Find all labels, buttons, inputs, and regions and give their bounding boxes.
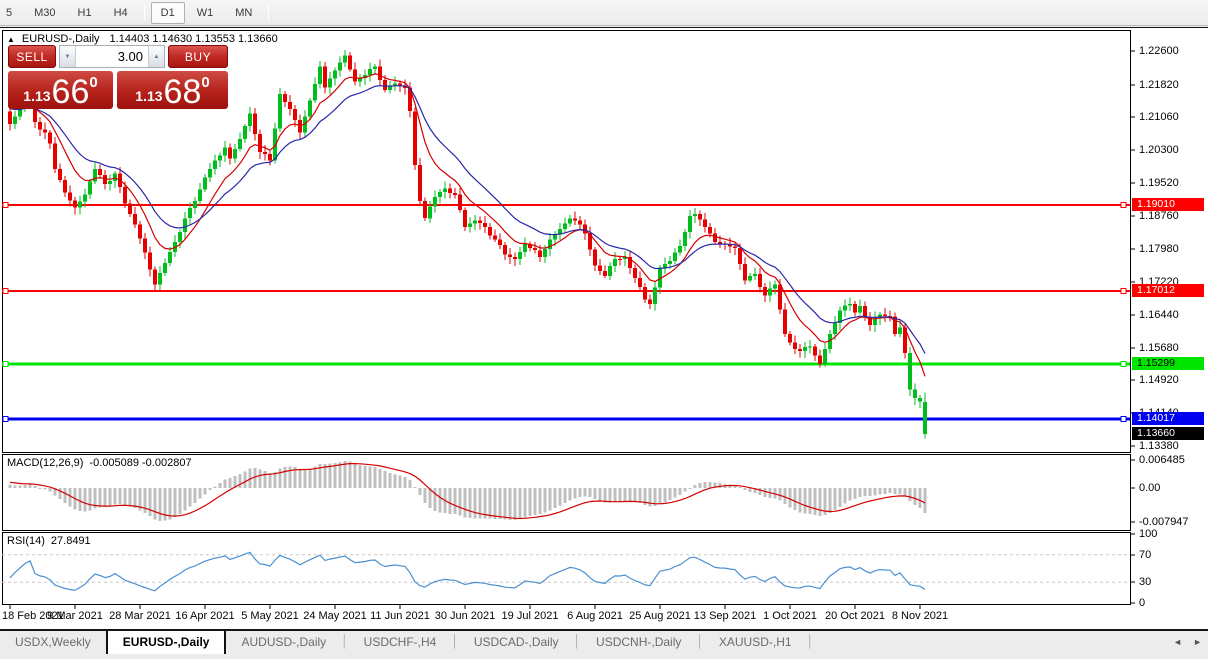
- bid-price-sup: 0: [89, 74, 98, 91]
- timeframe-button-h1[interactable]: H1: [68, 2, 102, 24]
- chevron-down-icon: ▼: [64, 53, 71, 60]
- toolbar-separator: [143, 4, 145, 21]
- chevron-up-icon: ▲: [153, 53, 160, 60]
- tab-eurusd-daily[interactable]: EURUSD-,Daily: [105, 631, 227, 654]
- chart-canvas[interactable]: [0, 28, 1208, 629]
- sell-button[interactable]: SELL: [8, 45, 56, 68]
- chart-title: ▲ EURUSD-,Daily 1.14403 1.14630 1.13553 …: [7, 33, 278, 45]
- tab-separator: │: [696, 634, 704, 648]
- rsi-label: RSI(14): [7, 535, 45, 547]
- ma-slow-line: [9, 84, 926, 354]
- tab-xauusd-h1[interactable]: XAUUSD-,H1: [718, 635, 792, 649]
- buy-price-display[interactable]: 1.13 68 0: [117, 71, 228, 109]
- tab-usdx-weekly[interactable]: USDX,Weekly: [15, 635, 91, 649]
- level-line-handle[interactable]: [1120, 416, 1127, 422]
- tab-separator: │: [573, 634, 582, 648]
- ask-price-big: 68: [163, 73, 202, 111]
- level-line-handle[interactable]: [1120, 361, 1127, 367]
- buy-button[interactable]: BUY: [168, 45, 228, 68]
- tab-usdcad-daily[interactable]: USDCAD-,Daily: [473, 635, 559, 649]
- rsi-indicator-title: RSI(14) 27.8491: [7, 535, 91, 547]
- timeframe-button-5[interactable]: 5: [0, 2, 22, 24]
- collapse-panel-icon[interactable]: ▲: [7, 34, 15, 44]
- level-line-handle[interactable]: [2, 361, 9, 367]
- moving-averages-layer: [9, 73, 926, 377]
- level-line-handle[interactable]: [2, 416, 9, 422]
- timeframe-toolbar: 5 M30 H1 H4 D1 W1 MN: [0, 0, 1208, 26]
- one-click-trading-panel: SELL ▼ 3.00 ▲ BUY 1.13 66 0 1.13 68 0: [8, 45, 228, 109]
- rsi-value: 27.8491: [50, 535, 91, 547]
- macd-indicator-title: MACD(12,26,9) -0.005089 -0.002807: [7, 457, 192, 469]
- symbol-period-label: EURUSD-,Daily: [21, 33, 100, 45]
- rsi-line: [9, 551, 926, 592]
- symbol-tab-bar: USDX,Weekly EURUSD-,Daily AUDUSD-,Daily │ US…: [0, 629, 1208, 659]
- sell-price-display[interactable]: 1.13 66 0: [8, 71, 113, 109]
- tab-usdcnh-daily[interactable]: USDCNH-,Daily: [596, 635, 682, 649]
- timeframe-button-d1[interactable]: D1: [150, 1, 185, 24]
- volume-decrease-button[interactable]: ▼: [60, 46, 76, 67]
- level-line-handle[interactable]: [1120, 202, 1127, 208]
- macd-values: -0.005089 -0.002807: [89, 457, 192, 469]
- timeframe-button-mn[interactable]: MN: [225, 2, 262, 24]
- timeframe-button-h4[interactable]: H4: [104, 2, 138, 24]
- ohlc-values: 1.14403 1.14630 1.13553 1.13660: [109, 33, 278, 45]
- ma-fast-line: [9, 73, 926, 377]
- tab-separator: │: [806, 634, 815, 648]
- window-frame-line: [0, 27, 1208, 28]
- rsi-layer: [2, 551, 1130, 592]
- symbol-tabs: USDX,Weekly EURUSD-,Daily AUDUSD-,Daily │ US…: [0, 631, 1208, 654]
- tab-separator: │: [341, 634, 349, 648]
- tab-separator: │: [451, 634, 459, 648]
- tabs-scroll-left-icon[interactable]: ◄: [1173, 637, 1182, 647]
- volume-spinner: ▼ 3.00 ▲: [59, 45, 165, 68]
- level-line-handle[interactable]: [2, 288, 9, 294]
- level-line-handle[interactable]: [1120, 288, 1127, 294]
- ask-price-sup: 0: [201, 74, 210, 91]
- macd-label: MACD(12,26,9): [7, 457, 84, 469]
- ask-price-small: 1.13: [135, 88, 163, 104]
- bid-price-small: 1.13: [23, 88, 51, 104]
- bid-price-big: 66: [51, 73, 90, 111]
- tab-audusd-daily[interactable]: AUDUSD-,Daily: [241, 635, 327, 649]
- macd-signal-line: [9, 463, 926, 520]
- timeframe-button-m30[interactable]: M30: [24, 2, 65, 24]
- level-line-handle[interactable]: [2, 202, 9, 208]
- tabs-scroll-right-icon[interactable]: ►: [1193, 637, 1202, 647]
- volume-increase-button[interactable]: ▲: [148, 46, 164, 67]
- tab-usdchf-h4[interactable]: USDCHF-,H4: [363, 635, 437, 649]
- timeframe-button-w1[interactable]: W1: [187, 2, 224, 24]
- macd-layer: [8, 461, 927, 521]
- volume-input[interactable]: 3.00: [76, 46, 148, 67]
- toolbar-separator: [268, 4, 270, 21]
